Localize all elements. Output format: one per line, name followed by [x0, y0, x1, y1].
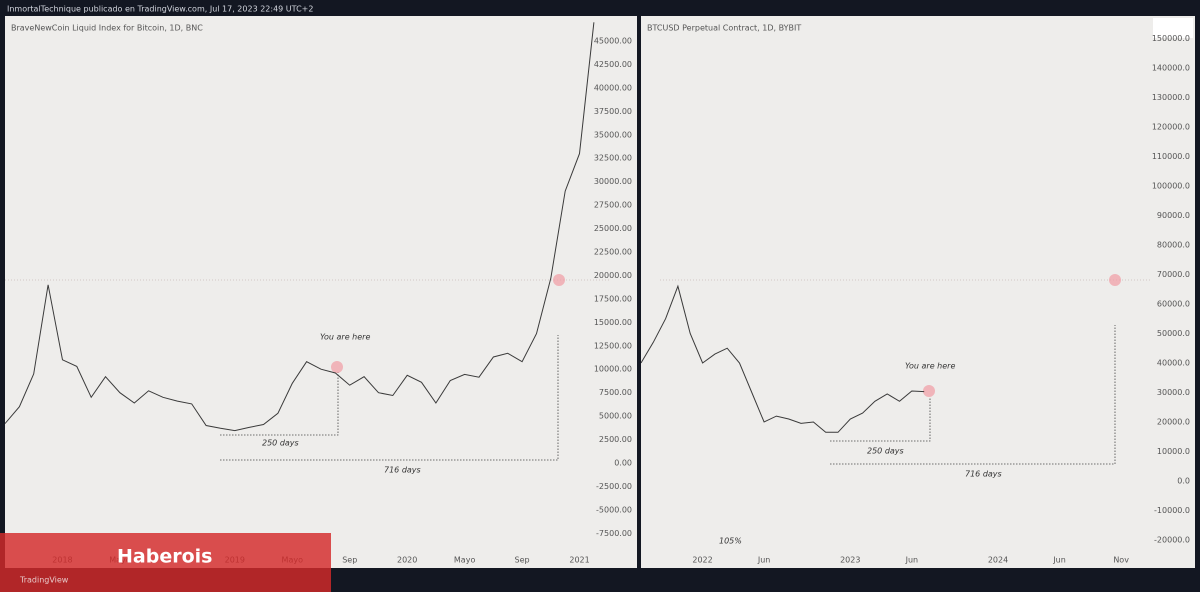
y-tick-label: 50000.0	[1157, 329, 1190, 338]
y-tick-label: 10000.00	[594, 365, 632, 374]
marker	[331, 361, 343, 373]
y-tick-label: 37500.00	[594, 107, 632, 116]
y-tick-label: 20000.0	[1157, 417, 1190, 426]
y-tick-label: 42500.00	[594, 60, 632, 69]
range-line	[220, 335, 559, 461]
y-tick-label: 80000.0	[1157, 240, 1190, 249]
y-tick-label: 10000.0	[1157, 447, 1190, 456]
y-tick-label: 150000.0	[1152, 34, 1190, 43]
y-tick-label: 60000.0	[1157, 299, 1190, 308]
chart-title: BraveNewCoin Liquid Index for Bitcoin, 1…	[11, 24, 203, 33]
y-tick-label: 2500.00	[599, 435, 632, 444]
price-line	[5, 22, 595, 432]
y-tick-label: 0.0	[1177, 476, 1190, 485]
marker	[1109, 274, 1121, 286]
x-tick-label: Jun	[905, 556, 919, 565]
y-tick-label: 12500.00	[594, 341, 632, 350]
y-tick-label: 130000.0	[1152, 93, 1190, 102]
annotation: 716 days	[965, 470, 1002, 479]
y-tick-label: -10000.0	[1154, 506, 1190, 515]
marker	[553, 274, 565, 286]
range-line	[830, 325, 1116, 465]
y-tick-label: 0.00	[614, 458, 632, 467]
range-line	[830, 398, 931, 442]
price-box	[1153, 18, 1193, 38]
x-tick-label: 2023	[840, 556, 860, 565]
x-tick-label: 2020	[397, 556, 417, 565]
y-tick-label: 5000.00	[599, 412, 632, 421]
right-panel	[641, 16, 1195, 568]
y-tick-label: 70000.0	[1157, 270, 1190, 279]
y-tick-label: 20000.00	[594, 271, 632, 280]
logo: TradingView	[19, 576, 69, 585]
annotation: 716 days	[384, 466, 421, 475]
y-tick-label: -7500.00	[596, 529, 632, 538]
marker	[923, 385, 935, 397]
x-tick-label: Jun	[757, 556, 771, 565]
annotation: 250 days	[867, 447, 904, 456]
y-tick-label: -20000.0	[1154, 535, 1190, 544]
annotation: 250 days	[262, 439, 299, 448]
header: InmortalTechnique publicado en TradingVi…	[7, 5, 313, 14]
y-tick-label: 120000.0	[1152, 122, 1190, 131]
y-tick-label: 90000.0	[1157, 211, 1190, 220]
x-tick-label: Mayo	[454, 556, 476, 565]
y-tick-label: 140000.0	[1152, 63, 1190, 72]
y-tick-label: -5000.00	[596, 505, 632, 514]
y-tick-label: 100000.0	[1152, 181, 1190, 190]
watermark-box	[0, 533, 331, 592]
x-tick-label: Sep	[342, 556, 357, 565]
annotation: 105%	[719, 537, 742, 546]
y-tick-label: 22500.00	[594, 248, 632, 257]
watermark: Haberois	[117, 546, 212, 568]
y-tick-label: 45000.00	[594, 37, 632, 46]
x-tick-label: 2022	[692, 556, 712, 565]
y-tick-label: -2500.00	[596, 482, 632, 491]
y-tick-label: 7500.00	[599, 388, 632, 397]
y-tick-label: 25000.00	[594, 224, 632, 233]
price-line	[641, 284, 925, 433]
y-tick-label: 32500.00	[594, 154, 632, 163]
x-tick-label: Jun	[1052, 556, 1066, 565]
x-tick-label: 2021	[569, 556, 589, 565]
range-line	[220, 372, 339, 436]
plot-layer: -7500.00 -5000.00 -2500.00 0.00 2500.00 5000.…	[5, 22, 1190, 565]
x-tick-label: Sep	[515, 556, 530, 565]
x-tick-label: 2024	[988, 556, 1008, 565]
y-tick-label: 27500.00	[594, 201, 632, 210]
x-tick-label: Nov	[1113, 556, 1129, 565]
annotation: You are here	[320, 333, 370, 342]
y-tick-label: 30000.0	[1157, 388, 1190, 397]
y-tick-label: 35000.00	[594, 130, 632, 139]
y-tick-label: 15000.00	[594, 318, 632, 327]
y-tick-label: 40000.00	[594, 83, 632, 92]
chart-title: BTCUSD Perpetual Contract, 1D, BYBIT	[647, 24, 801, 33]
y-tick-label: 17500.00	[594, 294, 632, 303]
left-panel	[5, 16, 637, 568]
y-tick-label: 40000.0	[1157, 358, 1190, 367]
y-tick-label: 110000.0	[1152, 152, 1190, 161]
y-tick-label: 30000.00	[594, 177, 632, 186]
annotation: You are here	[905, 362, 955, 371]
